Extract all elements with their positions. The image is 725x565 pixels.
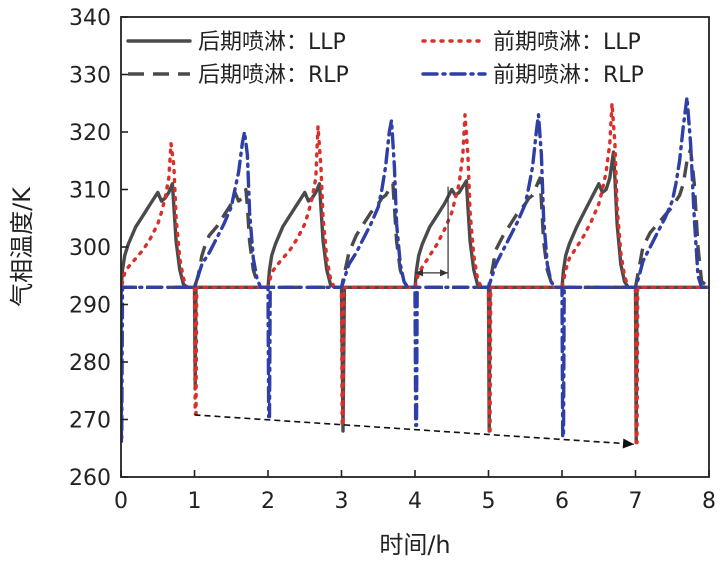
x-tick-label: 7 [629,489,643,514]
y-tick-label: 320 [69,121,111,146]
y-tick-label: 330 [69,64,111,89]
x-tick-label: 3 [335,489,349,514]
axes: 0 1 2 3 4 5 6 7 8 260 270 280 290 300 310 320 330 340 [69,6,716,514]
x-tick-label: 2 [261,489,275,514]
annotations [194,186,635,449]
y-tick-label: 280 [69,351,111,376]
x-tick-label: 5 [482,489,496,514]
series-line-1 [121,101,709,445]
y-tick-label: 290 [69,294,111,319]
y-tick-label: 300 [69,236,111,261]
y-axis-title: 气相温度/K [8,186,36,307]
x-tick-label: 6 [555,489,569,514]
legend-label: 后期喷淋：LLP [198,30,346,55]
x-tick-label: 0 [114,489,128,514]
duration-arrow-right [440,269,449,277]
trend-arrow [194,414,635,446]
duration-arrow-left [415,269,423,277]
y-tick-label: 310 [69,179,111,204]
y-tick-label: 340 [69,6,111,31]
y-tick-label: 260 [69,466,111,491]
legend-label: 后期喷淋：RLP [198,63,349,88]
x-tick-label: 1 [188,489,202,514]
series-line-3 [121,95,709,445]
y-tick-label: 270 [69,409,111,434]
legend-label: 前期喷淋：LLP [493,30,641,55]
legend-label: 前期喷淋：RLP [493,63,644,88]
plot-area [121,95,709,445]
x-tick-label: 4 [408,489,422,514]
x-tick-label: 8 [702,489,716,514]
legend: 后期喷淋：LLP 前期喷淋：LLP 后期喷淋：RLP 前期喷淋：RLP [126,30,644,88]
x-axis-title: 时间/h [379,531,450,559]
trend-arrow-head [622,438,635,449]
